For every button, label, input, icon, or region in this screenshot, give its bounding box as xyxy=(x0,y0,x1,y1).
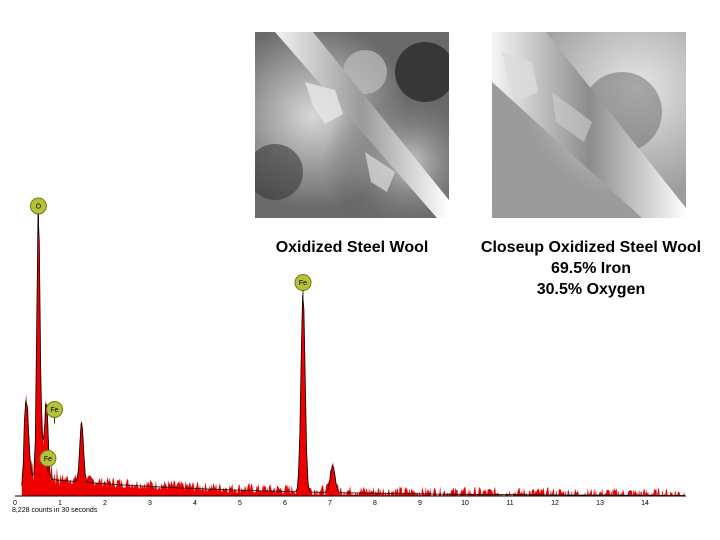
peak-marker-label: Fe xyxy=(299,280,307,287)
spectrum-fill xyxy=(21,214,686,496)
x-tick-label: 5 xyxy=(238,500,242,507)
caption-oxidized-steel-wool: Oxidized Steel Wool xyxy=(275,239,429,256)
peak-marker-o: O xyxy=(29,197,47,220)
x-tick-label: 11 xyxy=(506,500,513,507)
peak-marker-label: O xyxy=(36,204,42,211)
spectrum-line xyxy=(21,214,685,496)
x-tick-label: 13 xyxy=(596,500,604,507)
x-tick-label: 9 xyxy=(418,500,422,507)
x-tick-label: 1 xyxy=(58,500,62,507)
x-tick-label: 2 xyxy=(103,500,107,507)
peak-marker-fe: Fe xyxy=(46,400,63,424)
caption-closeup: Closeup Oxidized Steel Wool 69.5% Iron 3… xyxy=(470,237,712,300)
peak-markers: O Fe Fe Fe xyxy=(29,197,312,473)
x-tick-label: 6 xyxy=(283,500,287,507)
peak-marker-label: Fe xyxy=(44,456,52,463)
caption-closeup-title: Closeup Oxidized Steel Wool xyxy=(480,239,702,256)
x-tick-label: 7 xyxy=(328,500,332,507)
peak-marker-circle xyxy=(294,274,312,292)
x-tick-label: 14 xyxy=(641,500,649,507)
peak-marker-label: Fe xyxy=(50,407,58,414)
spectrum-envelope-line xyxy=(21,214,685,496)
x-axis: 0 1 2 3 4 5 6 7 8 9 10 11 12 13 14 xyxy=(13,495,686,507)
sem-image-closeup-oxidized-steel-wool xyxy=(492,32,686,218)
sem-image-oxidized-steel-wool xyxy=(255,32,449,218)
caption-iron-percent: 69.5% Iron xyxy=(550,260,632,277)
caption-oxygen-percent: 30.5% Oxygen xyxy=(536,281,646,298)
spectrum-area xyxy=(21,214,686,496)
x-tick-label: 8 xyxy=(373,500,377,507)
peak-marker-circle xyxy=(46,400,63,418)
counts-label: 8,228 counts in 30 seconds xyxy=(12,507,98,514)
peak-marker-fe: Fe xyxy=(39,449,57,473)
peak-marker-fe: Fe xyxy=(294,274,312,297)
x-tick-label: 3 xyxy=(148,500,152,507)
x-tick-label: 10 xyxy=(461,500,469,507)
x-tick-label: 0 xyxy=(13,500,17,507)
x-tick-label: 4 xyxy=(193,500,197,507)
x-tick-label: 12 xyxy=(551,500,559,507)
